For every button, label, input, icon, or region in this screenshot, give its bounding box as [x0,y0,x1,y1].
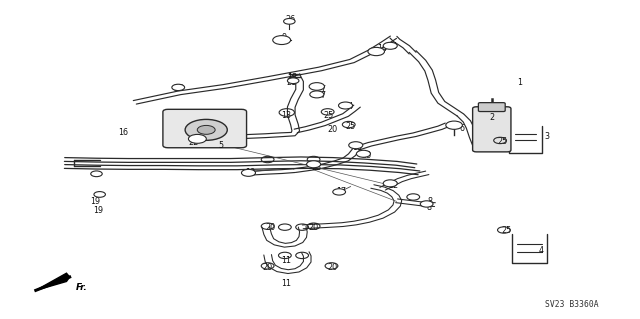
Text: 8: 8 [426,203,431,212]
Text: 19: 19 [93,206,103,215]
Text: 13: 13 [281,111,291,120]
Circle shape [333,189,346,195]
Text: 17: 17 [337,187,347,197]
Polygon shape [36,273,70,290]
Circle shape [284,19,295,24]
Text: 10: 10 [244,168,255,177]
Text: 18: 18 [287,73,297,82]
FancyBboxPatch shape [478,103,505,112]
Circle shape [91,171,102,177]
Circle shape [407,194,420,200]
Text: 27: 27 [173,85,183,93]
Text: 19: 19 [90,197,100,206]
Text: 6: 6 [460,124,464,133]
Text: 20: 20 [262,263,273,272]
Text: 25: 25 [346,122,356,131]
Text: 26: 26 [285,15,296,24]
Text: 9: 9 [282,33,287,42]
Text: 25: 25 [497,137,507,145]
Text: 14: 14 [378,44,388,54]
Circle shape [307,161,321,168]
Circle shape [309,83,324,90]
Circle shape [383,180,397,187]
Circle shape [349,142,363,149]
Text: 23: 23 [361,151,371,160]
Text: 25: 25 [324,111,334,120]
Text: Fr.: Fr. [76,283,88,292]
Text: 23: 23 [311,163,321,172]
FancyBboxPatch shape [163,109,246,148]
Text: 11: 11 [281,256,291,265]
Circle shape [197,125,215,134]
Circle shape [188,134,206,143]
Circle shape [420,201,433,207]
Text: 20: 20 [328,124,338,134]
Text: 5: 5 [218,141,223,150]
Text: 25: 25 [501,226,511,235]
Circle shape [356,150,371,157]
Text: 22: 22 [188,138,198,147]
Text: 7: 7 [320,85,325,94]
Circle shape [383,42,397,49]
FancyBboxPatch shape [472,107,511,152]
Circle shape [339,102,353,109]
Text: 11: 11 [281,279,291,288]
Circle shape [368,48,385,56]
Circle shape [94,192,106,197]
Text: 4: 4 [539,246,544,255]
Text: 24: 24 [388,42,398,51]
Text: 2: 2 [490,113,495,122]
Text: 16: 16 [118,128,128,137]
Text: 8: 8 [428,197,433,206]
Circle shape [172,84,184,91]
Circle shape [185,119,227,140]
Circle shape [310,91,324,98]
Text: 21: 21 [287,78,297,87]
Text: 20: 20 [265,223,275,232]
Circle shape [446,121,463,129]
Text: 7: 7 [320,92,325,100]
Text: 20: 20 [328,263,338,272]
Text: 3: 3 [544,132,549,141]
Circle shape [287,78,299,84]
Text: 1: 1 [516,78,522,87]
Text: 12: 12 [388,181,398,190]
Text: 20: 20 [308,223,319,232]
Circle shape [241,169,255,176]
Text: SV23 B3360A: SV23 B3360A [545,300,599,309]
Circle shape [273,36,291,45]
Text: 15: 15 [352,143,362,152]
Text: 24: 24 [343,102,353,111]
